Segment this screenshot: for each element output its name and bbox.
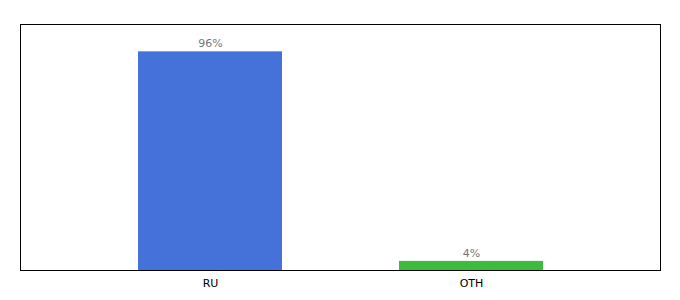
- svg-text:4%: 4%: [463, 247, 480, 260]
- svg-text:OTH: OTH: [460, 277, 484, 290]
- svg-text:RU: RU: [203, 277, 219, 290]
- svg-text:96%: 96%: [198, 37, 222, 50]
